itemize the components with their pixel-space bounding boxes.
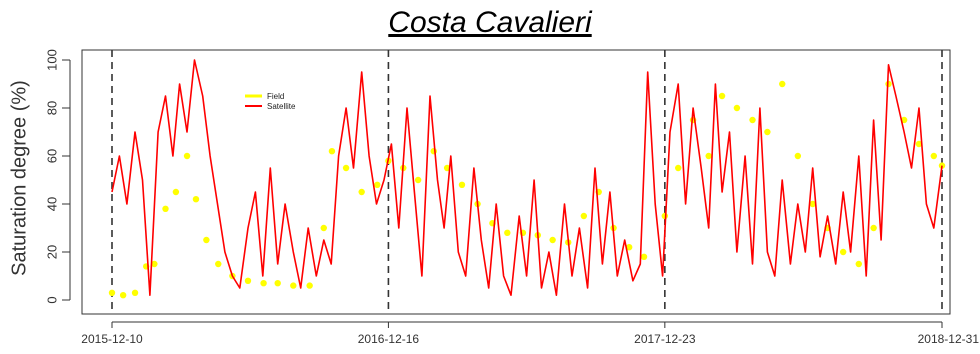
legend-satellite-label: Satellite xyxy=(267,102,296,111)
field-point xyxy=(342,164,350,172)
field-point xyxy=(374,181,381,188)
series-field xyxy=(108,80,946,299)
field-point xyxy=(358,188,365,196)
field-point xyxy=(203,236,210,244)
field-point xyxy=(930,152,938,160)
field-point xyxy=(108,289,116,296)
field-point xyxy=(260,280,267,287)
vertical-reference-lines xyxy=(111,50,943,314)
field-point xyxy=(192,196,200,203)
legend-box xyxy=(242,86,300,112)
satellite-line xyxy=(111,59,943,297)
field-point xyxy=(162,205,169,212)
x-tick-label: 2017-12-23 xyxy=(634,332,696,346)
field-point xyxy=(855,260,862,268)
field-point xyxy=(215,260,222,268)
x-tick-label: 2015-12-10 xyxy=(81,332,143,346)
field-point xyxy=(794,152,802,160)
field-point xyxy=(172,188,180,196)
chart-title: Costa Cavalieri xyxy=(388,6,592,39)
field-point xyxy=(870,224,877,232)
field-point xyxy=(320,224,327,232)
field-point xyxy=(306,282,313,289)
legend: Field Satellite xyxy=(242,86,300,112)
field-point xyxy=(328,148,336,155)
field-point xyxy=(580,212,588,220)
series-satellite xyxy=(111,59,943,297)
field-point xyxy=(640,253,648,260)
y-tick-label: 80 xyxy=(45,101,60,115)
field-point xyxy=(504,229,511,236)
field-point xyxy=(151,260,158,268)
field-point xyxy=(839,248,847,256)
field-point xyxy=(915,140,923,148)
y-axis: 0 20 40 60 80 100 xyxy=(45,49,71,304)
field-point xyxy=(244,277,252,284)
field-point xyxy=(274,280,281,287)
plot-frame xyxy=(81,49,951,315)
y-tick-label: 40 xyxy=(45,197,60,211)
field-point xyxy=(119,292,127,299)
field-point xyxy=(809,200,816,208)
field-point xyxy=(414,176,422,184)
y-tick-label: 60 xyxy=(45,149,60,163)
y-tick-label: 0 xyxy=(45,296,60,303)
field-point xyxy=(430,148,437,155)
field-point xyxy=(443,164,451,172)
field-point xyxy=(183,152,191,160)
y-tick-label: 20 xyxy=(45,245,60,259)
field-point xyxy=(675,164,682,172)
field-point xyxy=(718,92,726,100)
x-tick-label: 2016-12-16 xyxy=(358,332,420,346)
field-point xyxy=(131,289,139,296)
field-point xyxy=(733,104,741,112)
field-point xyxy=(625,244,633,251)
field-point xyxy=(458,181,466,188)
field-point xyxy=(779,80,786,88)
field-point xyxy=(705,152,712,160)
field-point xyxy=(290,282,297,289)
legend-field-label: Field xyxy=(267,92,284,101)
y-tick-label: 100 xyxy=(45,49,60,71)
field-point xyxy=(549,236,556,244)
field-point xyxy=(749,116,756,124)
field-point xyxy=(764,128,771,136)
x-tick-label: 2018-12-31 xyxy=(918,332,980,346)
x-axis: 2015-12-10 2016-12-16 2017-12-23 2018-12-31 xyxy=(81,321,980,346)
